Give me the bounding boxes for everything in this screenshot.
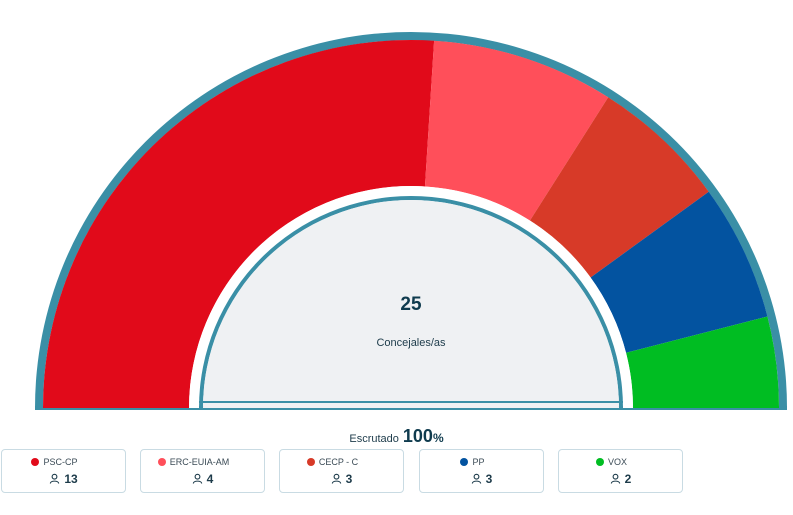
scrutiny-unit: %	[432, 431, 444, 445]
party-color-dot	[306, 457, 315, 466]
scrutiny-value: 100	[402, 426, 433, 446]
party-color-dot	[595, 457, 604, 466]
legend-party: ERC-EUIA-AM	[157, 456, 230, 467]
party-color-dot	[460, 457, 469, 466]
party-seat-count: 2	[624, 471, 632, 486]
total-seats-number: 25	[400, 294, 422, 315]
legend-party: CECP - C	[306, 456, 359, 467]
person-icon	[50, 473, 60, 484]
party-seat-count: 3	[345, 471, 353, 486]
party-seat-count: 13	[64, 471, 78, 486]
legend-seats: 3	[331, 471, 353, 486]
party-legend: PSC-CP 13 ERC-EUIA-AM 4 CECP - C 3 PP 3 VOX 2	[0, 449, 793, 495]
legend-card-pp[interactable]: PP 3	[419, 449, 544, 493]
hemicycle-chart: 25 Concejales/as	[35, 32, 787, 410]
inner-ring-base	[199, 401, 623, 403]
legend-party: VOX	[595, 456, 627, 467]
seat-segment-cecp-c[interactable]	[529, 97, 709, 278]
party-name: VOX	[607, 456, 627, 467]
scrutiny-label: Escrutado	[349, 433, 399, 445]
party-seat-count: 3	[485, 471, 493, 486]
party-color-dot	[31, 457, 40, 466]
total-seats-label: Concejales/as	[376, 337, 446, 349]
person-icon	[471, 473, 481, 484]
party-name: PP	[472, 456, 485, 467]
inner-area	[203, 200, 619, 408]
seat-segments	[43, 39, 779, 408]
party-name: CECP - C	[318, 456, 359, 467]
party-name: ERC-EUIA-AM	[169, 456, 230, 467]
legend-card-psc-cp[interactable]: PSC-CP 13	[1, 449, 126, 493]
seat-segment-pp[interactable]	[590, 191, 768, 353]
legend-party: PSC-CP	[31, 456, 78, 467]
seat-segment-erc-euia-am[interactable]	[424, 40, 609, 221]
person-icon	[331, 473, 341, 484]
party-color-dot	[157, 457, 166, 466]
seat-segment-psc-cp[interactable]	[43, 39, 435, 408]
legend-card-cecp-c[interactable]: CECP - C 3	[279, 449, 404, 493]
legend-party: PP	[460, 456, 485, 467]
legend-seats: 2	[610, 471, 632, 486]
inner-ring	[189, 186, 633, 408]
scrutiny-status: Escrutado 100%	[0, 426, 793, 447]
party-name: PSC-CP	[43, 456, 78, 467]
legend-card-vox[interactable]: VOX 2	[558, 449, 683, 493]
legend-seats: 3	[471, 471, 493, 486]
party-seat-count: 4	[206, 471, 214, 486]
legend-seats: 4	[192, 471, 214, 486]
legend-card-erc-euia-am[interactable]: ERC-EUIA-AM 4	[140, 449, 265, 493]
person-icon	[610, 473, 620, 484]
seat-segment-vox[interactable]	[626, 316, 779, 408]
person-icon	[192, 473, 202, 484]
legend-seats: 13	[49, 471, 78, 486]
